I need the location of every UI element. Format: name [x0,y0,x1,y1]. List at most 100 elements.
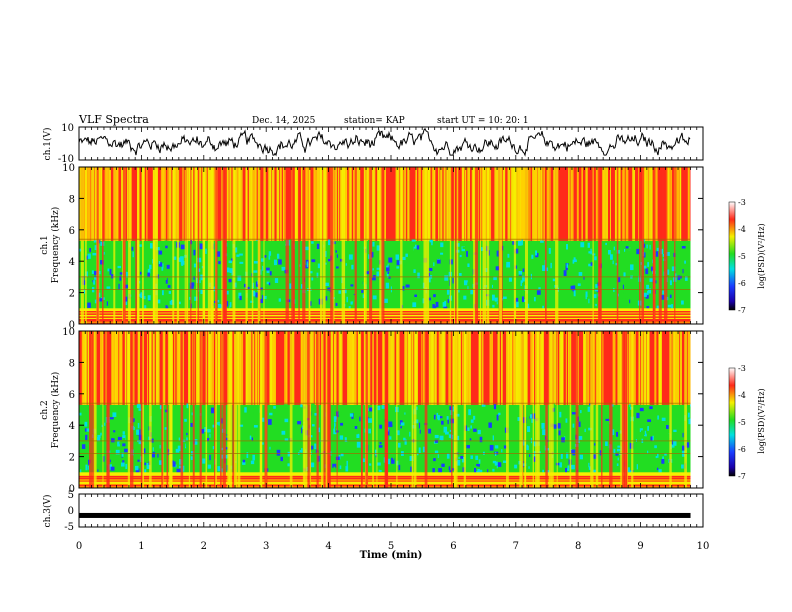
spectrogram-cell [108,438,111,442]
spectrogram-cell [89,248,92,253]
ch1-waveform-line [78,127,691,157]
spectrogram-cell [445,421,447,426]
spectrogram-streak [168,167,172,241]
ch1-spectrogram-ytick-label: 8 [69,194,75,205]
spectrogram-cell [625,257,630,260]
spectrogram-cell [470,425,472,429]
spectrogram-cell [622,293,626,299]
spectrogram-cell [317,427,321,433]
spectrogram-cell [122,435,126,440]
spectrogram-cell [333,439,337,445]
spectrogram-streak [366,167,369,241]
spectrogram-cell [253,261,258,264]
spectrogram-cell [352,405,357,410]
spectrogram-cell [469,438,472,441]
spectrogram-cell [361,290,364,293]
spectrogram-cell [541,422,545,429]
spectrogram-cell [327,250,330,255]
spectrogram-streak [415,167,418,241]
spectrogram-cell [193,276,195,280]
spectrogram-cell [437,415,440,421]
spectrogram-cell [639,407,644,412]
spectrogram-sferic [592,167,594,324]
spectrogram-cell [405,253,408,257]
spectrogram-streak [461,331,464,405]
spectrogram-cell [385,282,389,289]
spectrogram-cell [190,256,195,262]
spectrogram-sferic [228,331,231,488]
spectrogram-streak [304,167,307,241]
spectrogram-streak [549,167,551,241]
spectrogram-sferic [384,331,388,488]
spectrogram-cell [396,430,400,436]
spectrogram-cell [383,298,388,303]
spectrogram-cell [228,250,231,256]
spectrogram-sferic [341,167,346,324]
spectrogram-cell [333,275,337,281]
spectrogram-cell [249,411,254,415]
spectrogram-streak [433,167,435,241]
spectrogram-cell [335,266,339,269]
spectrogram-cell [560,453,563,459]
spectrogram-cell [373,281,377,286]
spectrogram-cell [328,258,331,262]
spectrogram-cell [682,432,684,438]
spectrogram-cell [617,424,620,429]
spectrogram-cell [167,302,170,307]
ch2-colorbar-ticks: -3 -4 -5 -6 -7 [738,364,746,481]
spectrogram-cell [377,462,381,466]
spectrogram-cell [102,465,106,471]
spectrogram-cell [502,418,505,423]
ch1-spectrogram-yticks: 0 2 4 6 8 10 [62,163,703,331]
spectrogram-cell [122,438,126,441]
spectrogram-streak [560,331,564,405]
spectrogram-cell [207,429,211,433]
spectrogram-cell [494,461,498,466]
spectrogram-sferic [669,331,672,488]
spectrogram-cell [639,455,641,461]
spectrogram-cell [434,450,439,454]
spectrogram-sferic [455,167,457,324]
spectrogram-cell [492,468,495,472]
spectrogram-cell [191,412,193,416]
spectrogram-streak [272,331,275,405]
spectrogram-streak [440,331,443,405]
ch1-spectrogram-ylabel-channel: ch.1 [40,235,50,254]
spectrogram-streak [87,167,91,241]
spectrogram-cell [577,283,581,287]
spectrogram-cell [368,463,372,466]
spectrogram-cell [473,428,477,432]
spectrogram-cell [518,271,523,275]
spectrogram-cell [636,412,640,419]
spectrogram-cell [643,265,647,269]
spectrogram-cell [435,301,439,308]
spectrogram-cell [107,268,110,272]
spectrogram-cell [119,464,122,468]
spectrogram-cell [149,264,152,270]
spectrogram-cell [311,445,314,450]
spectrogram-cell [139,271,142,275]
spectrogram-cell [452,277,454,284]
spectrogram-cell [632,276,635,282]
spectrogram-streak [404,167,406,241]
x-tick-label: 9 [637,541,643,552]
spectrogram-cell [467,263,470,267]
spectrogram-cell [271,248,274,254]
spectrogram-cell [403,437,406,441]
spectrogram-streak [632,167,635,241]
spectrogram-cell [97,434,101,439]
spectrogram-streak [510,331,512,405]
spectrogram-cell [356,434,360,438]
spectrogram-cell [461,440,464,446]
spectrogram-cell [643,272,646,276]
spectrogram-streak [269,331,272,405]
spectrogram-cell [335,456,340,461]
spectrogram-cell [529,416,531,419]
spectrogram-sferic [330,167,334,324]
spectrogram-cell [569,260,573,264]
spectrogram-cell [668,433,670,440]
spectrogram-cell [667,269,670,275]
spectrogram-sferic [197,167,199,324]
spectrogram-streak [347,331,351,405]
spectrogram-cell [175,448,180,453]
